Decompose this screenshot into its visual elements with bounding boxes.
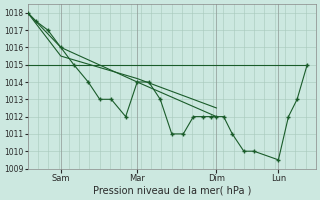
X-axis label: Pression niveau de la mer( hPa ): Pression niveau de la mer( hPa ) [92, 186, 251, 196]
